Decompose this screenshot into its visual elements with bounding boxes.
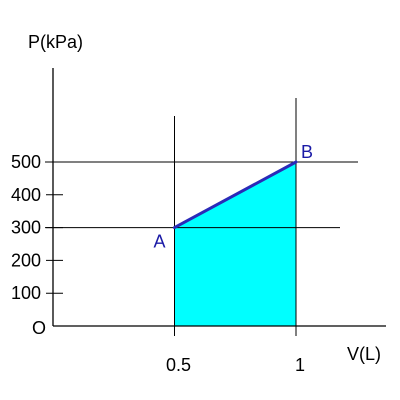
point-label-b: B <box>301 142 313 162</box>
shaded-area <box>174 162 296 326</box>
y-tick-label-100: 100 <box>11 283 41 303</box>
x-axis-label: V(L) <box>347 344 381 364</box>
point-label-a: A <box>154 232 166 252</box>
y-tick-label-200: 200 <box>11 250 41 270</box>
y-tick-label-300: 300 <box>11 218 41 238</box>
x-tick-label-0.5: 0.5 <box>166 355 191 375</box>
axes <box>52 68 386 327</box>
y-tick-label-400: 400 <box>11 185 41 205</box>
origin-label: O <box>32 318 46 338</box>
y-tick-label-500: 500 <box>11 152 41 172</box>
process-line-layer: AB <box>154 142 314 252</box>
x-tick-label-1: 1 <box>295 355 305 375</box>
shaded-area-layer <box>174 162 296 326</box>
process-line-a-b <box>173 160 298 230</box>
y-axis-label: P(kPa) <box>28 32 83 52</box>
ticks: 100 200 300 400 500 0.5 1 <box>11 152 305 375</box>
